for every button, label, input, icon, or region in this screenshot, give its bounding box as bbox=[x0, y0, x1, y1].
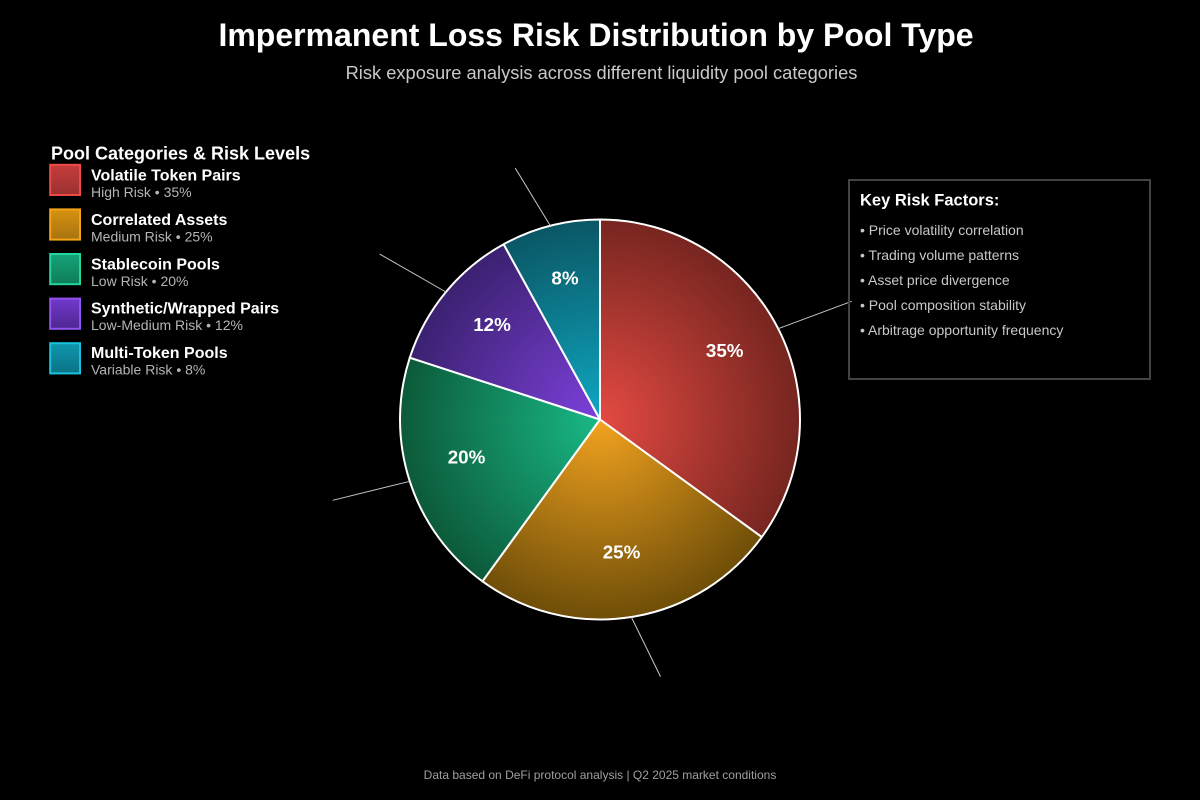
svg-text:High Risk • 35%: High Risk • 35% bbox=[91, 184, 192, 200]
svg-text:Risk exposure analysis across: Risk exposure analysis across different … bbox=[346, 62, 858, 83]
svg-text:• Price volatility correlation: • Price volatility correlation bbox=[860, 222, 1024, 238]
svg-text:12%: 12% bbox=[473, 314, 511, 335]
svg-text:Low-Medium Risk • 12%: Low-Medium Risk • 12% bbox=[91, 317, 243, 333]
svg-text:• Arbitrage opportunity freque: • Arbitrage opportunity frequency bbox=[860, 322, 1063, 338]
svg-text:Stablecoin Pools: Stablecoin Pools bbox=[91, 256, 220, 273]
svg-text:• Pool composition stability: • Pool composition stability bbox=[860, 297, 1026, 313]
svg-text:• Trading volume patterns: • Trading volume patterns bbox=[860, 247, 1019, 263]
svg-text:Variable Risk • 8%: Variable Risk • 8% bbox=[91, 362, 205, 378]
svg-text:• Asset price divergence: • Asset price divergence bbox=[860, 272, 1010, 288]
svg-text:Key Risk Factors:: Key Risk Factors: bbox=[860, 192, 999, 210]
svg-text:Low Risk • 20%: Low Risk • 20% bbox=[91, 273, 189, 289]
svg-text:Correlated Assets: Correlated Assets bbox=[91, 212, 227, 229]
svg-text:Volatile Token Pairs: Volatile Token Pairs bbox=[91, 168, 241, 185]
svg-text:25%: 25% bbox=[603, 542, 641, 563]
svg-text:Medium Risk • 25%: Medium Risk • 25% bbox=[91, 228, 213, 244]
svg-text:Multi-Token Pools: Multi-Token Pools bbox=[91, 345, 228, 362]
svg-text:Synthetic/Wrapped Pairs: Synthetic/Wrapped Pairs bbox=[91, 301, 279, 318]
svg-text:35%: 35% bbox=[706, 340, 744, 361]
svg-text:8%: 8% bbox=[551, 267, 578, 288]
svg-text:Pool Categories & Risk Levels: Pool Categories & Risk Levels bbox=[51, 144, 310, 164]
svg-text:Impermanent Loss Risk Distribu: Impermanent Loss Risk Distribution by Po… bbox=[218, 17, 973, 53]
svg-text:20%: 20% bbox=[448, 447, 486, 468]
svg-text:Data based on DeFi protocol an: Data based on DeFi protocol analysis | Q… bbox=[424, 768, 777, 782]
